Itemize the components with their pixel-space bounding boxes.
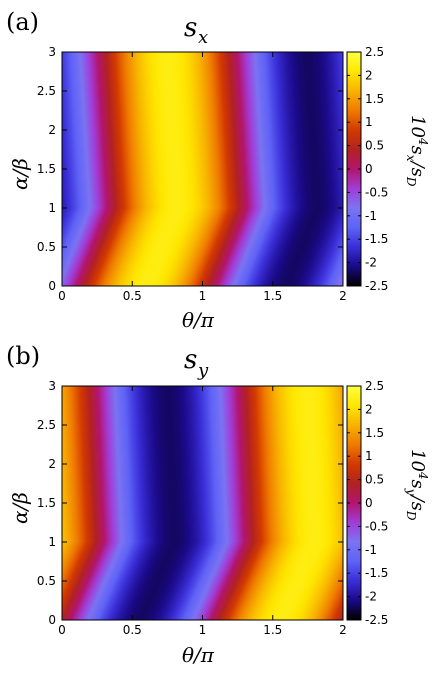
y-tick-label: 1 [48,535,56,549]
colorbar-label-b: 104sy/sD [404,449,430,521]
colorbar-tick-label: 0 [365,496,373,510]
colorbar-tick-label: -2.5 [365,279,388,293]
panel-label-a: (a) [6,8,39,36]
x-ticks-a: 0 0.5 1 1.5 2 [58,52,347,303]
y-tick-label: 2 [48,457,56,471]
panel-b: (b) s y 0 0.5 1 1.5 2 00.511.522.53 θ/π α/β … [6,342,430,667]
x-tick-label: 1.5 [263,289,282,303]
x-ticks-b: 0 0.5 1 1.5 2 [58,386,347,637]
heatmap-b-fo [62,386,343,620]
svg-text:y: y [197,360,209,381]
colorbar-tick-label: 0.5 [365,473,384,487]
colorbar-tick-label: 1 [365,449,373,463]
y-tick-label: 0 [48,613,56,627]
colorbar-ticks-a: -2.5 -2 -1.5 -1 -0.5 0 0.5 1 1.5 2 2.5 [347,45,388,293]
colorbar-tick-label: 1 [365,115,373,129]
plot-area-b: 0 0.5 1 1.5 2 0 0.5 1 1.5 2 2.5 3 [37,379,347,637]
x-axis-label-b: θ/π [182,643,215,667]
y-axis-label-a: α/β [8,158,32,190]
colorbar-tick-label: 2 [365,68,373,82]
title-b: s y [184,345,209,381]
svg-text:s: s [184,345,197,375]
x-tick-label: 1.5 [263,623,282,637]
y-tick-label: 2.5 [37,418,56,432]
colorbar-label-a: 104sx/sD [404,115,430,187]
title-a: s x [184,13,208,48]
y-tick-label: 1.5 [37,496,56,510]
colorbar-tick-label: -2 [365,590,377,604]
x-tick-label: 0 [58,289,66,303]
x-tick-label: 2 [339,623,347,637]
svg-text:104sx/sD: 104sx/sD [404,115,430,187]
colorbar-tick-label: 0 [365,162,373,176]
x-tick-label: 0.5 [123,289,142,303]
heatmap-b [62,386,343,620]
heatmap-a [62,52,343,286]
colorbar-tick-label: -1 [365,209,377,223]
panel-a: (a) s x 0 0.5 1 1.5 2 00.511.522.53 θ/π α/β … [6,8,430,332]
colorbar-gradient-a [347,52,361,286]
y-tick-label: 1 [48,201,56,215]
svg-text:θ/π: θ/π [182,308,215,332]
y-ticks-b: 0 0.5 1 1.5 2 2.5 3 [37,379,343,627]
svg-text:α/β: α/β [8,492,32,524]
x-tick-label: 0.5 [123,623,142,637]
x-tick-label: 0 [58,623,66,637]
colorbar-tick-label: -1.5 [365,566,388,580]
y-tick-label: 0.5 [37,240,56,254]
colorbar-tick-label: 1.5 [365,92,384,106]
x-tick-label: 1 [199,623,207,637]
colorbar-a: -2.5 -2 -1.5 -1 -0.5 0 0.5 1 1.5 2 2.5 [346,45,388,293]
colorbar-tick-label: -1.5 [365,232,388,246]
y-axis-label-b: α/β [8,492,32,524]
colorbar-tick-label: 1.5 [365,426,384,440]
colorbar-gradient-b [347,386,361,620]
svg-text:s: s [184,13,197,43]
colorbar-tick-label: -2.5 [365,613,388,627]
colorbar-tick-label: 2 [365,402,373,416]
colorbar-tick-label: -2 [365,256,377,270]
colorbar-tick-label: 2.5 [365,379,384,393]
svg-text:x: x [198,27,208,48]
colorbar-tick-label: -1 [365,543,377,557]
y-tick-label: 0.5 [37,574,56,588]
colorbar-b: -2.5 -2 -1.5 -1 -0.5 0 0.5 1 1.5 2 2.5 [346,379,388,627]
y-tick-label: 0 [48,279,56,293]
colorbar-tick-label: -0.5 [365,185,388,199]
x-axis-label-a: θ/π [182,308,215,332]
svg-text:α/β: α/β [8,158,32,190]
x-tick-label: 1 [199,289,207,303]
y-tick-label: 3 [48,45,56,59]
y-tick-label: 3 [48,379,56,393]
plot-area-a: 0 0.5 1 1.5 2 0 0.5 1 1.5 2 2.5 3 [37,45,347,303]
colorbar-ticks-b: -2.5 -2 -1.5 -1 -0.5 0 0.5 1 1.5 2 2.5 [347,379,388,627]
svg-text:θ/π: θ/π [182,643,215,667]
heatmap-a-fo [62,52,343,286]
colorbar-tick-label: 2.5 [365,45,384,59]
svg-text:104sy/sD: 104sy/sD [404,449,430,521]
x-tick-label: 2 [339,289,347,303]
colorbar-tick-label: 0.5 [365,139,384,153]
y-tick-label: 2.5 [37,84,56,98]
y-tick-label: 2 [48,123,56,137]
panel-label-b: (b) [6,342,40,370]
y-tick-label: 1.5 [37,162,56,176]
colorbar-tick-label: -0.5 [365,519,388,533]
y-ticks-a: 0 0.5 1 1.5 2 2.5 3 [37,45,343,293]
